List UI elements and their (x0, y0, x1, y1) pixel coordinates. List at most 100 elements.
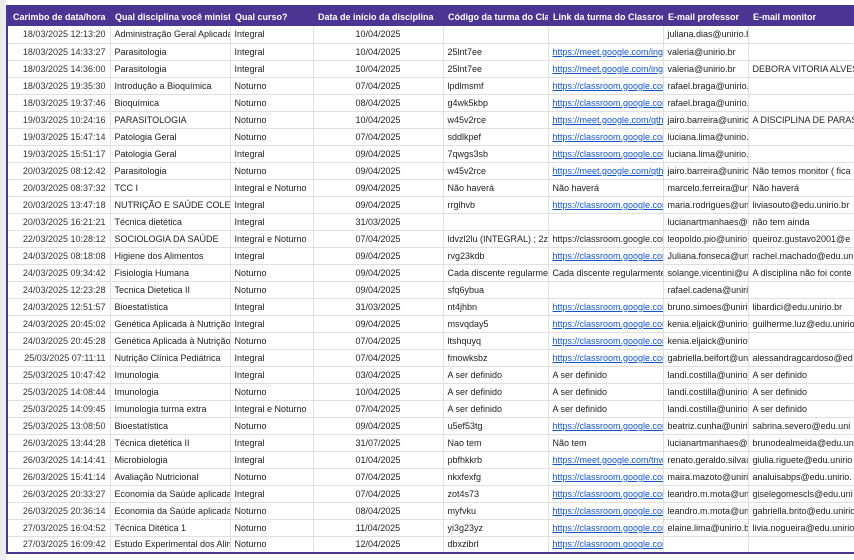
cell-disciplina[interactable]: NUTRIÇÃO E SAÚDE COLETIVA (110, 196, 231, 214)
cell-professor[interactable]: valeria@unirio.br (663, 60, 749, 78)
cell-timestamp[interactable]: 20/03/2025 08:37:32 (7, 179, 111, 197)
cell-timestamp[interactable]: 24/03/2025 20:45:02 (7, 315, 111, 333)
cell-link[interactable]: A ser definido (548, 366, 664, 384)
cell-timestamp[interactable]: 18/03/2025 14:33:27 (7, 43, 111, 61)
cell-curso[interactable]: Integral (230, 145, 314, 163)
cell-disciplina[interactable]: SOCIOLOGIA DA SAÚDE (110, 230, 231, 248)
cell-link[interactable] (548, 26, 664, 44)
cell-inicio[interactable]: 07/04/2025 (313, 349, 444, 367)
cell-monitor[interactable]: brunodealmeida@edu.un (748, 434, 854, 452)
cell-timestamp[interactable]: 27/03/2025 16:09:42 (7, 536, 111, 554)
cell-disciplina[interactable]: Bioquímica (110, 94, 231, 112)
classroom-link[interactable]: https://classroom.google.com/c/N (552, 352, 663, 363)
cell-codigo[interactable]: 25lnt7ee (443, 43, 549, 61)
cell-curso[interactable]: Noturno (230, 162, 314, 180)
cell-professor[interactable]: renato.geraldo.silva@uni (663, 451, 749, 469)
classroom-link[interactable]: https://classroom.google.com/c/N (552, 131, 663, 142)
cell-inicio[interactable]: 07/04/2025 (313, 400, 444, 418)
cell-professor[interactable]: leopoldo.pio@unirio.br (663, 230, 749, 248)
cell-monitor[interactable] (748, 26, 854, 44)
cell-codigo[interactable] (443, 26, 549, 44)
cell-inicio[interactable]: 08/04/2025 (313, 502, 444, 520)
cell-disciplina[interactable]: Imunologia turma extra (110, 400, 231, 418)
cell-link[interactable]: Não tem (548, 434, 664, 452)
classroom-link[interactable]: https://meet.google.com/tnw-hecn (552, 454, 663, 465)
cell-curso[interactable]: Noturno (230, 111, 314, 129)
cell-disciplina[interactable]: Parasitologia (110, 60, 231, 78)
classroom-link[interactable]: https://classroom.google.com/c/N (552, 505, 663, 516)
cell-disciplina[interactable]: Economia da Saúde aplicada a Nutri (110, 485, 231, 503)
cell-professor[interactable]: rafael.cadena@unirio.br (663, 281, 749, 299)
cell-curso[interactable]: Noturno (230, 417, 314, 435)
cell-codigo[interactable]: w45v2rce (443, 162, 549, 180)
cell-disciplina[interactable]: Microbiologia (110, 451, 231, 469)
cell-curso[interactable]: Noturno (230, 468, 314, 486)
cell-codigo[interactable]: nt4jhbn (443, 298, 549, 316)
cell-codigo[interactable]: Não haverá (443, 179, 549, 197)
cell-curso[interactable]: Integral (230, 43, 314, 61)
cell-monitor[interactable] (748, 128, 854, 146)
cell-timestamp[interactable]: 19/03/2025 10:24:16 (7, 111, 111, 129)
cell-inicio[interactable]: 07/04/2025 (313, 332, 444, 350)
cell-disciplina[interactable]: PARASITOLOGIA (110, 111, 231, 129)
cell-curso[interactable]: Noturno (230, 332, 314, 350)
cell-curso[interactable]: Noturno (230, 94, 314, 112)
cell-monitor[interactable]: sabrina.severo@edu.uni (748, 417, 854, 435)
cell-disciplina[interactable]: Imunologia (110, 366, 231, 384)
cell-curso[interactable]: Integral (230, 26, 314, 44)
cell-curso[interactable]: Integral e Noturno (230, 400, 314, 418)
cell-codigo[interactable]: ldvzl2lu (INTEGRAL) ; 2zplrv6s (NOTUR (443, 230, 549, 248)
cell-timestamp[interactable]: 20/03/2025 08:12:42 (7, 162, 111, 180)
cell-codigo[interactable]: yi3g23yz (443, 519, 549, 537)
classroom-link[interactable]: https://classroom.google.com/c/N (552, 199, 663, 210)
cell-codigo[interactable]: w45v2rce (443, 111, 549, 129)
column-header-monitor[interactable]: E-mail monitor (748, 6, 854, 26)
cell-timestamp[interactable]: 20/03/2025 16:21:21 (7, 213, 111, 231)
cell-monitor[interactable] (748, 536, 854, 554)
cell-codigo[interactable]: nkxfexfg (443, 468, 549, 486)
classroom-link[interactable]: https://meet.google.com/ing-bysp- (552, 46, 663, 57)
cell-disciplina[interactable]: Tecnica Dietetica II (110, 281, 231, 299)
cell-curso[interactable]: Integral e Noturno (230, 179, 314, 197)
cell-professor[interactable]: elaine.lima@unirio.br (663, 519, 749, 537)
cell-monitor[interactable] (748, 43, 854, 61)
column-header-curso[interactable]: Qual curso? (230, 6, 313, 26)
cell-codigo[interactable]: fmowksbz (443, 349, 549, 367)
cell-codigo[interactable]: u5ef53tg (443, 417, 549, 435)
cell-codigo[interactable]: myfvku (443, 502, 549, 520)
cell-professor[interactable]: gabriella.belfort@unirio.b (663, 349, 749, 367)
cell-inicio[interactable]: 11/04/2025 (313, 519, 444, 537)
cell-curso[interactable]: Integral (230, 298, 314, 316)
cell-inicio[interactable]: 09/04/2025 (313, 145, 444, 163)
column-header-disciplina[interactable]: Qual disciplina você ministra? (110, 6, 230, 26)
cell-timestamp[interactable]: 26/03/2025 20:36:14 (7, 502, 111, 520)
cell-inicio[interactable]: 08/04/2025 (313, 94, 444, 112)
classroom-link[interactable]: https://classroom.google.com/c/N (552, 301, 663, 312)
cell-codigo[interactable]: zot4s73 (443, 485, 549, 503)
cell-curso[interactable]: Integral (230, 485, 314, 503)
cell-professor[interactable]: maria.rodrigues@unirio.b (663, 196, 749, 214)
classroom-link[interactable]: https://classroom.google.com/c/N (552, 522, 663, 533)
cell-timestamp[interactable]: 24/03/2025 09:34:42 (7, 264, 111, 282)
cell-professor[interactable]: Juliana.fonseca@unirio (663, 247, 749, 265)
cell-codigo[interactable]: A ser definido (443, 366, 549, 384)
cell-inicio[interactable]: 31/07/2025 (313, 434, 444, 452)
cell-disciplina[interactable]: Imunologia (110, 383, 231, 401)
cell-monitor[interactable]: A ser definido (748, 400, 854, 418)
cell-link[interactable]: A ser definido (548, 400, 664, 418)
cell-curso[interactable]: Noturno (230, 264, 314, 282)
cell-professor[interactable]: landi.costilla@unirio.br (663, 366, 749, 384)
classroom-link[interactable]: https://classroom.google.com/c/N (552, 335, 663, 346)
cell-disciplina[interactable]: Técnica dietética (110, 213, 231, 231)
cell-curso[interactable]: Integral e Noturno (230, 230, 314, 248)
cell-monitor[interactable]: rachel.machado@edu.un (748, 247, 854, 265)
cell-disciplina[interactable]: Higiene dos Alimentos (110, 247, 231, 265)
column-header-timestamp[interactable]: Carimbo de data/hora (7, 6, 110, 26)
cell-codigo[interactable]: msvqday5 (443, 315, 549, 333)
cell-disciplina[interactable]: Nutrição Clínica Pediátrica (110, 349, 231, 367)
classroom-link[interactable]: https://meet.google.com/qth-uqun (552, 165, 663, 176)
cell-disciplina[interactable]: Genética Aplicada à Nutrição (notur (110, 332, 231, 350)
cell-timestamp[interactable]: 25/03/2025 10:47:42 (7, 366, 111, 384)
cell-timestamp[interactable]: 26/03/2025 20:33:27 (7, 485, 111, 503)
cell-monitor[interactable]: giulia.riguete@edu.unirio (748, 451, 854, 469)
